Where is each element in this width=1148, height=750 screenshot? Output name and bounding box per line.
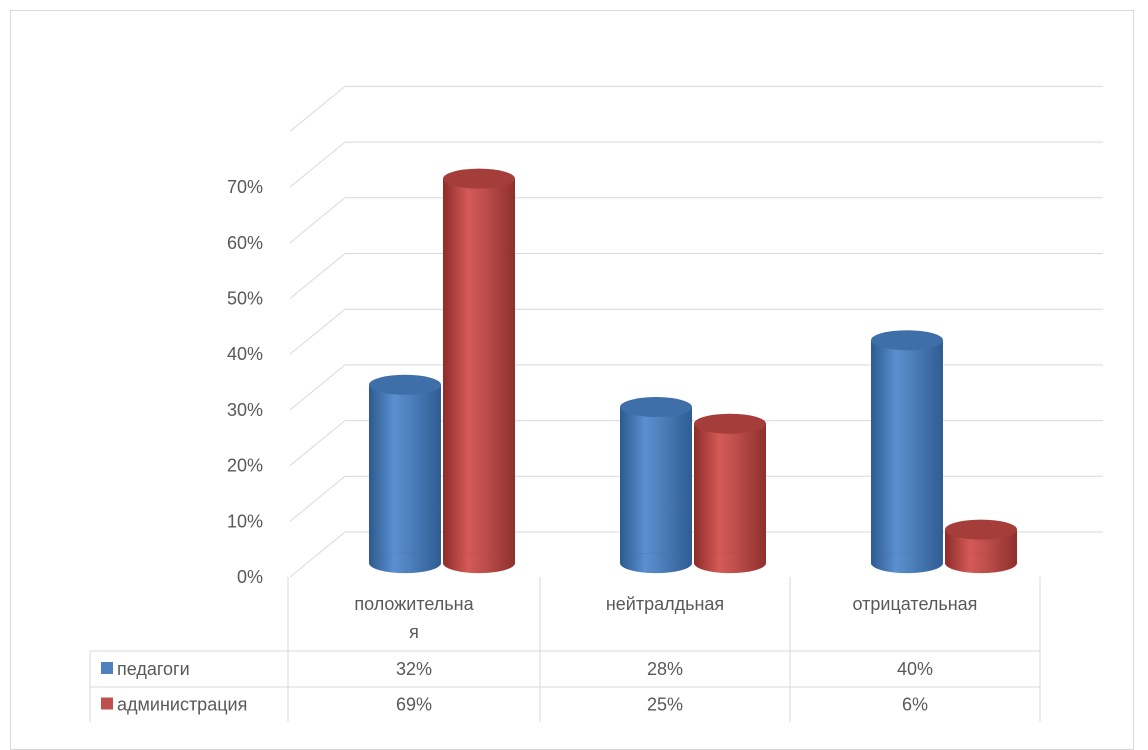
legend-key [101,662,113,674]
bar-base [870,552,944,574]
bar-педагоги-0 [368,374,442,574]
bar-top [443,168,515,189]
y-tick-label: 10% [227,511,263,531]
bar-body [620,407,692,573]
y-tick-label: 50% [227,289,263,309]
table-value: 6% [902,695,928,715]
bar-top [694,413,766,434]
bar-base [442,552,516,574]
bar-педагоги-1 [619,397,693,574]
category-label: нейтралдьная [606,594,724,614]
series-name: педагоги [117,659,190,679]
table-value: 25% [647,695,683,715]
bars [368,168,1018,574]
bar-base [368,552,442,574]
bar-body [871,340,943,573]
data-table: положительна я нейтралдьная отрицательная пе… [89,577,1041,722]
gridline-diagonal [289,364,346,411]
bar-top [620,397,692,418]
y-tick-label: 70% [227,177,263,197]
bar-body [945,529,1017,573]
y-tick-label: 60% [227,233,263,253]
bar-top [871,330,943,351]
y-tick-label: 40% [227,344,263,364]
category-label: я [409,622,419,642]
y-axis-ticks: 0% 10% 20% 30% 40% 50% 60% 70% [227,177,263,587]
gridline-diagonal [289,308,346,355]
table-value: 28% [647,659,683,679]
series-name: администрация [117,695,247,715]
gridline-diagonal [289,420,346,466]
bar-педагоги-2 [870,330,944,574]
gridline-diagonal [289,475,346,522]
y-tick-label: 20% [227,456,263,476]
y-tick-label: 30% [227,400,263,420]
bar-body [369,384,441,573]
bar-base [619,552,693,574]
gridline-diagonal [289,197,346,244]
bar-top [945,519,1017,540]
gridline-diagonal [289,86,346,132]
bar-top [369,374,441,395]
chart-svg: 0% 10% 20% 30% 40% 50% 60% 70% положительна я ней… [89,85,1103,722]
bar-body [443,178,515,574]
table-value: 69% [396,695,432,715]
bar-body [694,423,766,573]
bar-администрация-1 [693,413,767,574]
bar-администрация-2 [944,519,1018,574]
bar-base [944,552,1018,574]
legend-key [101,697,113,710]
table-value: 32% [396,659,432,679]
category-label: положительна [354,594,474,614]
bar-администрация-0 [442,168,516,574]
bar-base [693,552,767,574]
gridline-diagonal [289,253,346,299]
chart-frame [10,10,1134,750]
gridline-diagonal [289,531,346,578]
table-value: 40% [897,659,933,679]
gridline-diagonal [289,141,346,188]
category-label: отрицательная [853,594,978,614]
y-tick-label: 0% [237,567,263,587]
